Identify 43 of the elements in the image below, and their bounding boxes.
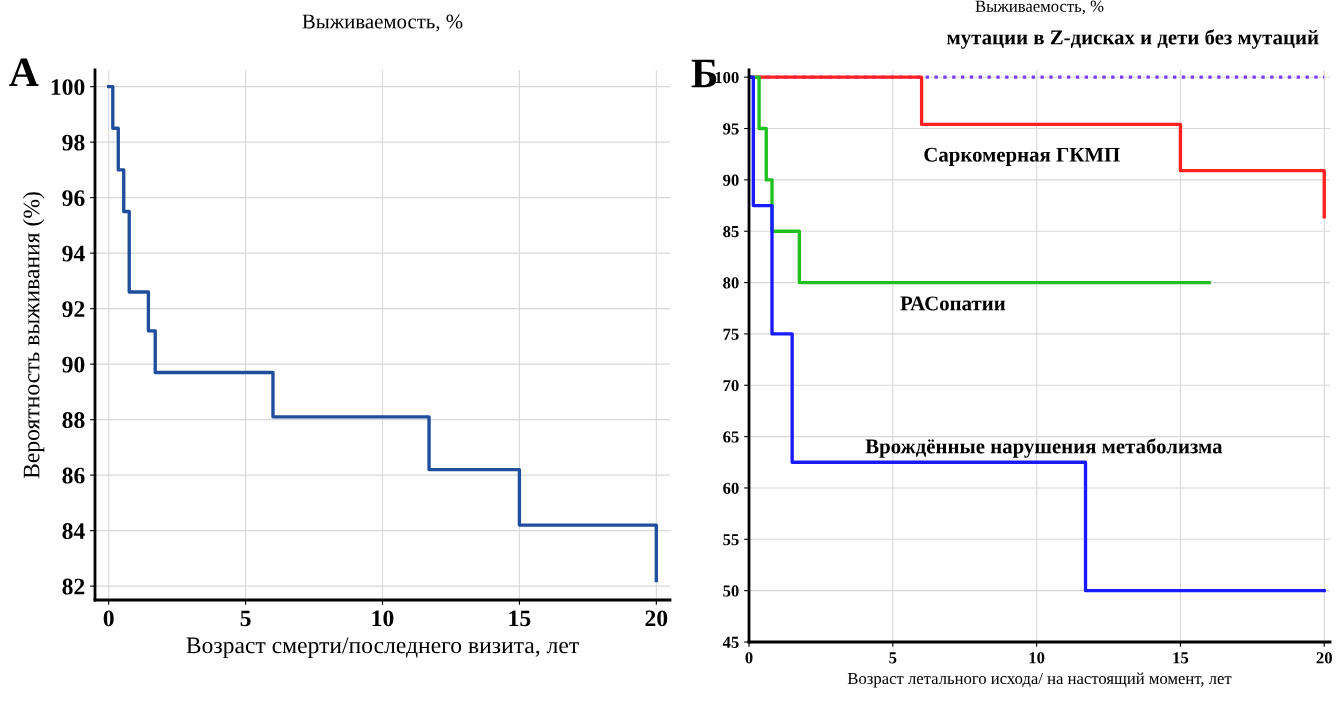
y-tick-label: 65	[723, 431, 739, 443]
text: Б	[691, 59, 717, 88]
x-tick-label: 15	[509, 610, 531, 627]
y-tick-label: 80	[723, 277, 739, 289]
y-tick-label: 70	[723, 379, 739, 392]
y-tick-label: 90	[723, 174, 739, 186]
y-tick-label: 86	[62, 467, 85, 484]
y-tick-label: 100	[715, 71, 739, 84]
y-tick-label: 92	[62, 301, 85, 318]
x-tick-label: 5	[889, 652, 897, 664]
series-label: Саркомерная ГКМП	[924, 147, 1120, 166]
y-tick-label: 90	[62, 356, 85, 373]
chart-title: Выживаемость, %	[302, 14, 463, 32]
x-axis-title: Возраст летального исхода/ на настоящий момент, лет	[847, 672, 1232, 688]
x-axis-title: Возраст смерти/последнего визита, лет	[186, 637, 579, 659]
x-tick-label: 10	[1029, 652, 1045, 664]
y-tick-label: 50	[723, 585, 739, 597]
y-axis-title: Вероятность выживания (%)	[22, 192, 45, 479]
x-tick-label: 10	[372, 610, 394, 627]
chart-title: Выживаемость, %	[975, 0, 1104, 15]
y-tick-label: 96	[62, 190, 85, 207]
y-tick-label: 75	[723, 328, 739, 340]
y-tick-label: 88	[62, 412, 85, 429]
series-label: мутации в Z-дисках и дети без мутаций	[947, 29, 1319, 49]
y-tick-label: 60	[723, 482, 739, 494]
x-tick-label: 15	[1173, 652, 1189, 664]
y-tick-label: 84	[62, 523, 85, 540]
y-tick-label: 82	[62, 578, 85, 595]
y-tick-label: 100	[51, 79, 85, 96]
y-tick-label: 95	[723, 123, 739, 135]
text: А	[9, 58, 39, 86]
x-tick-label: 20	[1316, 652, 1332, 664]
x-tick-label: 0	[103, 610, 114, 627]
y-tick-label: 94	[62, 245, 85, 262]
y-tick-label: 55	[723, 534, 739, 546]
y-tick-label: 98	[62, 134, 85, 151]
x-tick-label: 20	[645, 610, 668, 627]
series-label: Врождённые нарушения метаболизма	[865, 438, 1223, 458]
x-tick-label: 0	[745, 652, 753, 664]
y-tick-label: 85	[723, 225, 739, 238]
x-tick-label: 5	[240, 610, 251, 627]
series-label: РАСопатии	[900, 296, 1006, 311]
y-tick-label: 45	[722, 636, 739, 648]
